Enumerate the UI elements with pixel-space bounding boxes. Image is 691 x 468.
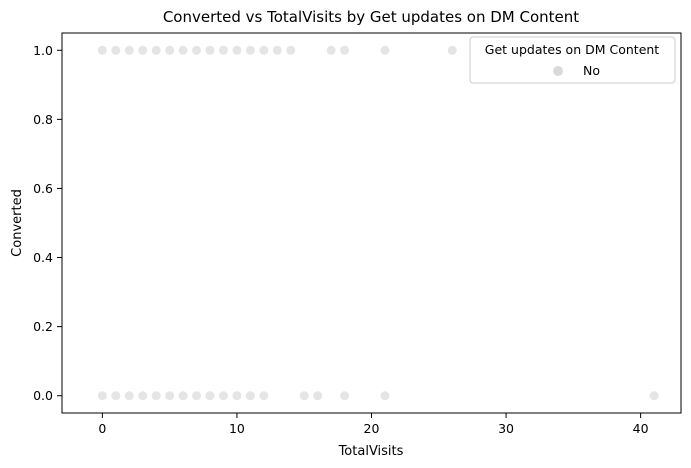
data-point <box>245 45 255 55</box>
data-point <box>259 45 269 55</box>
data-points <box>97 45 659 401</box>
data-point <box>97 45 107 55</box>
data-point <box>380 45 390 55</box>
data-point <box>232 391 242 401</box>
y-axis-label: Converted <box>10 189 25 257</box>
x-axis-ticks: 0 10 20 30 40 <box>98 413 649 436</box>
x-axis-label: TotalVisits <box>338 444 404 459</box>
data-point <box>165 391 175 401</box>
data-point <box>340 391 350 401</box>
data-point <box>380 391 390 401</box>
legend-box <box>469 36 676 84</box>
data-point <box>124 391 134 401</box>
legend-marker-no <box>553 66 563 76</box>
data-point <box>649 391 659 401</box>
data-point <box>232 45 242 55</box>
y-axis-ticks: 0.0 0.2 0.4 0.6 0.8 1.0 <box>33 43 62 403</box>
x-tick-label: 0 <box>98 421 106 436</box>
data-point <box>151 391 161 401</box>
x-tick-label: 30 <box>498 421 514 436</box>
y-tick-label: 0.2 <box>33 319 53 334</box>
y-tick-label: 0.6 <box>33 181 53 196</box>
data-point <box>124 45 134 55</box>
data-point <box>326 45 336 55</box>
x-tick-label: 10 <box>229 421 245 436</box>
data-point <box>299 391 309 401</box>
data-point <box>447 45 457 55</box>
data-point <box>205 45 215 55</box>
data-point <box>138 391 148 401</box>
y-tick-label: 1.0 <box>33 43 53 58</box>
data-point <box>111 45 121 55</box>
data-point <box>138 45 148 55</box>
data-point <box>97 391 107 401</box>
data-point <box>178 45 188 55</box>
data-point <box>259 391 269 401</box>
data-point <box>151 45 161 55</box>
y-tick-label: 0.0 <box>33 388 53 403</box>
data-point <box>313 391 323 401</box>
legend-title: Get updates on DM Content <box>485 42 660 57</box>
x-tick-label: 20 <box>364 421 380 436</box>
plot-area-frame <box>61 32 682 414</box>
data-point <box>205 391 215 401</box>
y-tick-label: 0.4 <box>33 250 53 265</box>
data-point <box>192 45 202 55</box>
y-tick-label: 0.8 <box>33 112 53 127</box>
data-point <box>286 45 296 55</box>
data-point <box>111 391 121 401</box>
data-point <box>218 391 228 401</box>
data-point <box>165 45 175 55</box>
data-point <box>192 391 202 401</box>
data-point <box>272 45 282 55</box>
data-point <box>218 45 228 55</box>
chart-title: Converted vs TotalVisits by Get updates … <box>163 8 579 26</box>
legend-entry-no: No <box>583 63 600 78</box>
data-point <box>245 391 255 401</box>
data-point <box>178 391 188 401</box>
legend: Get updates on DM Content No <box>469 36 676 84</box>
x-tick-label: 40 <box>633 421 649 436</box>
data-point <box>340 45 350 55</box>
